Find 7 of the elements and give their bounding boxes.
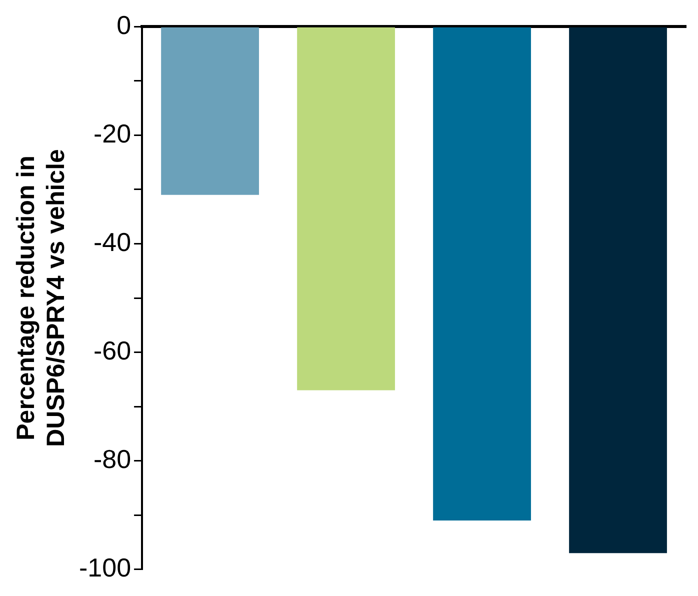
y-tick-label: 0 bbox=[116, 10, 132, 40]
y-tick-label: -100 bbox=[78, 552, 132, 583]
y-tick-label: -20 bbox=[93, 118, 132, 148]
y-tick-label: -60 bbox=[93, 335, 132, 366]
y-tick-label: -80 bbox=[93, 444, 132, 474]
y-axis-title: Percentage reduction in DUSP6/SPRY4 vs vehicle bbox=[12, 148, 70, 447]
y-tick-label: -40 bbox=[93, 226, 132, 257]
